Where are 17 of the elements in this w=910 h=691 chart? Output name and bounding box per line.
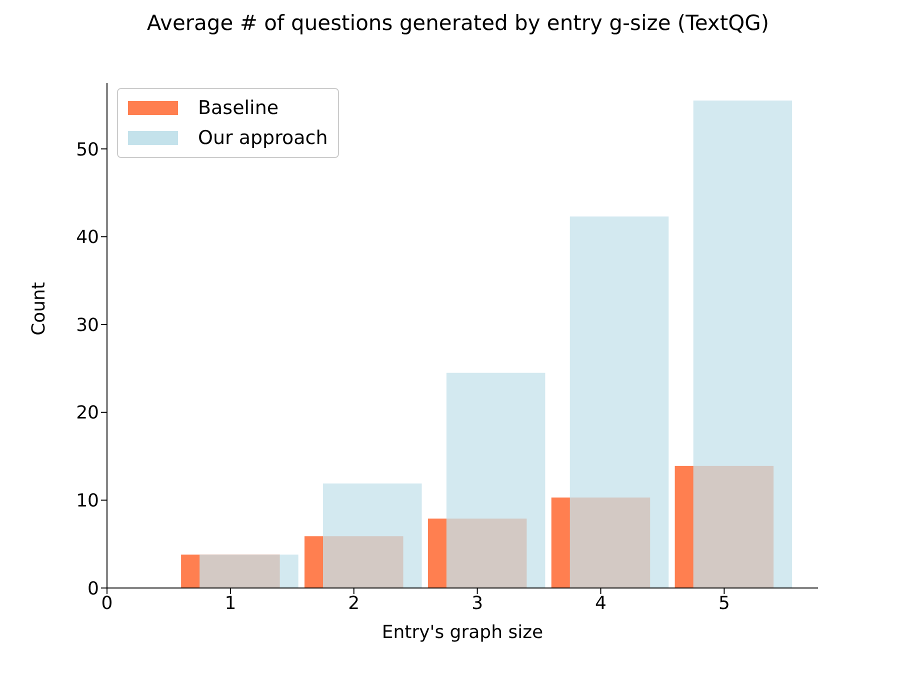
x-tick-label: 2 — [348, 592, 360, 614]
y-tick-label: 30 — [76, 314, 99, 336]
legend-label: Our approach — [198, 127, 328, 149]
x-tick-label: 4 — [595, 592, 606, 614]
y-tick-label: 10 — [76, 490, 99, 512]
y-tick-label: 40 — [76, 227, 99, 248]
y-tick-label: 0 — [88, 578, 99, 600]
y-axis-title: Count — [28, 282, 50, 336]
x-tick-label: 1 — [224, 592, 236, 614]
x-tick-label: 5 — [718, 592, 730, 614]
x-axis-title: Entry's graph size — [382, 622, 544, 643]
y-tick-label: 20 — [76, 402, 99, 424]
x-tick-label: 0 — [101, 592, 113, 614]
y-tick-label: 50 — [76, 139, 99, 160]
chart-title: Average # of questions generated by entry g-size (TextQG) — [146, 10, 770, 37]
legend-label: Baseline — [198, 97, 279, 119]
x-tick-label: 3 — [472, 592, 484, 614]
